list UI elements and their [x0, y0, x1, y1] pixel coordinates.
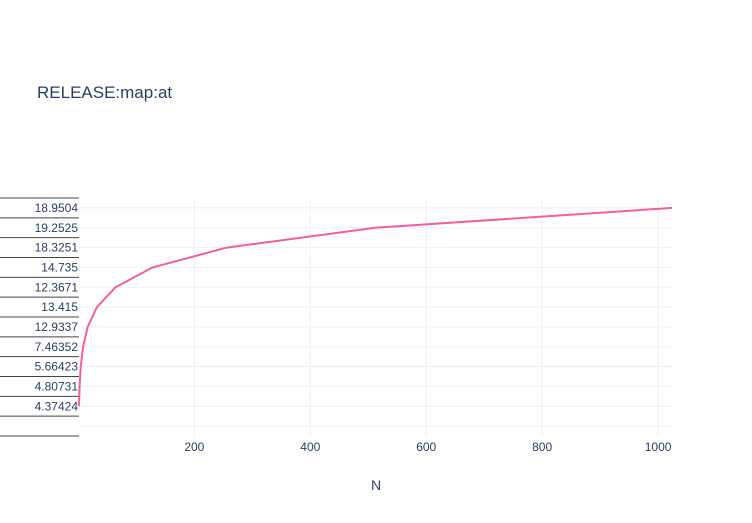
y-tick-label: 18.9504 — [35, 201, 79, 215]
y-tick-label: 4.37424 — [35, 399, 79, 413]
y-axis: 4.37424 4.80731 5.66423 7.46352 12.9337 13.41… — [0, 197, 79, 437]
y-tick-label: 14.735 — [41, 260, 78, 274]
x-tick-label: 200 — [184, 440, 204, 454]
x-axis: 200 400 600 800 1000 — [184, 440, 671, 454]
line-layer — [78, 206, 673, 407]
x-axis-title: N — [371, 477, 381, 493]
y-tick-label: 7.46352 — [35, 340, 79, 354]
y-tick-label: 5.66423 — [35, 360, 79, 374]
x-tick-label: 800 — [532, 440, 552, 454]
x-tick-label: 600 — [416, 440, 436, 454]
y-tick-label: 12.9337 — [35, 320, 79, 334]
y-tick-label: 18.3251 — [35, 241, 79, 255]
grid-layer — [79, 198, 672, 436]
x-tick-label: 1000 — [645, 440, 672, 454]
chart-title: RELEASE:map:at — [37, 83, 172, 102]
y-tick-label: 13.415 — [41, 300, 78, 314]
x-tick-label: 400 — [300, 440, 320, 454]
y-tick-label: 12.3671 — [35, 280, 79, 294]
series-line — [78, 206, 673, 407]
y-tick-label: 19.2525 — [35, 221, 79, 235]
y-tick-label: 4.80731 — [35, 379, 79, 393]
